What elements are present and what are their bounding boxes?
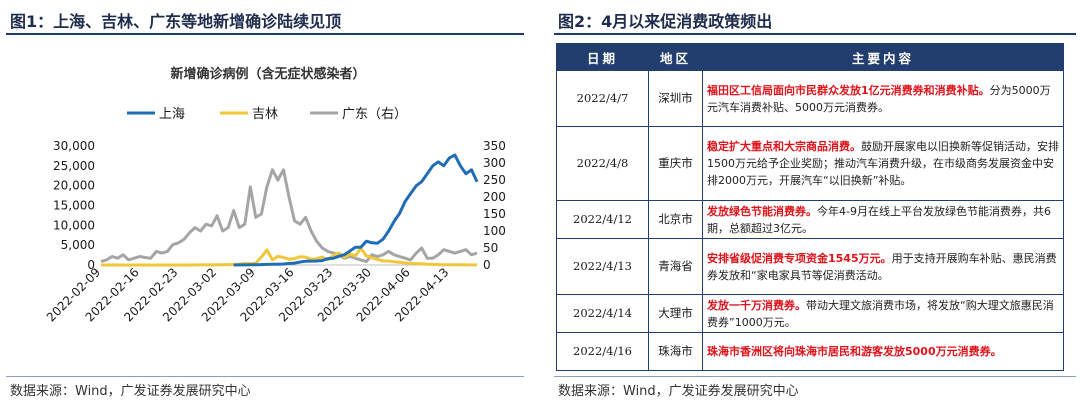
- row-content: 发放绿色节能消费券。今年4-9月在线上平台发放绿色节能消费券，共6期，总额超过3…: [702, 200, 1064, 239]
- row-date: 2022/4/16: [556, 332, 649, 371]
- y-left-tick-label: 15,000: [53, 199, 95, 213]
- table-header-row: 日期 地区 主要内容: [556, 43, 1064, 71]
- header-content: 主要内容: [702, 43, 1064, 71]
- title-rule-left: [6, 33, 524, 35]
- content-highlight: 发放一千万消费券。: [707, 298, 806, 312]
- row-content: 珠海市香洲区将向珠海市居民和游客发放5000万元消费券。: [702, 332, 1064, 371]
- content-text: 用于支持开展购车补贴、惠民消费券发放和“家电家具节等促消费活动。: [707, 251, 1057, 282]
- legend-label-2: 广东（右）: [342, 107, 407, 122]
- y-left-tick-label: 25,000: [53, 159, 95, 173]
- row-content: 安排省级促消费专项资金1545万元。用于支持开展购车补贴、惠民消费券发放和“家电…: [702, 238, 1064, 295]
- source-note-right: 数据来源：Wind，广发证券发展研究中心: [558, 384, 799, 399]
- series-line-0: [233, 153, 479, 267]
- y-right-tick-label: 350: [483, 139, 506, 153]
- row-date: 2022/4/8: [556, 126, 649, 201]
- figure-title-right: 图2：4月以来促消费政策频出: [558, 12, 773, 31]
- table-row: 2022/4/12 北京市 发放绿色节能消费券。今年4-9月在线上平台发放绿色节…: [556, 200, 1064, 239]
- policy-table: 日期 地区 主要内容 2022/4/7 深圳市 福田区工信局面向市民群众发放1亿…: [556, 43, 1064, 371]
- table-row: 2022/4/13 青海省 安排省级促消费专项资金1545万元。用于支持开展购车…: [556, 238, 1064, 295]
- y-right-tick-label: 0: [483, 258, 491, 272]
- row-content: 福田区工信局面向市民群众发放1亿元消费券和消费补贴。分为5000万元汽车消费补贴…: [702, 70, 1064, 127]
- row-content: 发放一千万消费券。带动大理文旅消费市场，将发放“购大理文旅惠民消费券”1000万…: [702, 294, 1064, 333]
- y-right-tick-label: 100: [483, 224, 506, 238]
- table-row: 2022/4/14 大理市 发放一千万消费券。带动大理文旅消费市场，将发放“购大…: [556, 294, 1064, 333]
- y-right-tick-label: 200: [483, 190, 506, 204]
- y-left-tick-label: 20,000: [53, 179, 95, 193]
- y-right-tick-label: 150: [483, 207, 506, 221]
- table-row: 2022/4/16 珠海市 珠海市香洲区将向珠海市居民和游客发放5000万元消费…: [556, 332, 1064, 371]
- table-row: 2022/4/7 深圳市 福田区工信局面向市民群众发放1亿元消费券和消费补贴。分…: [556, 70, 1064, 127]
- row-region: 青海省: [648, 238, 703, 295]
- legend-label-0: 上海: [159, 107, 185, 122]
- table-row: 2022/4/8 重庆市 稳定扩大重点和大宗商品消费。鼓励开展家电以旧换新等促销…: [556, 126, 1064, 201]
- left-panel: 图1：上海、吉林、广东等地新增确诊陆续见顶 新增确诊病例（含无症状感染者） 上海…: [0, 0, 528, 405]
- row-region: 大理市: [648, 294, 703, 333]
- row-region: 重庆市: [648, 126, 703, 201]
- source-note-left: 数据来源：Wind，广发证券发展研究中心: [10, 384, 251, 399]
- row-region: 北京市: [648, 200, 703, 239]
- row-date: 2022/4/13: [556, 238, 649, 295]
- row-region: 珠海市: [648, 332, 703, 371]
- y-right-tick-label: 300: [483, 156, 506, 170]
- legend-label-1: 吉林: [252, 107, 278, 122]
- content-text: 鼓励开展家电以旧换新等促销活动，安排1500万元给予企业奖励；推动汽车消费升级，…: [707, 140, 1059, 187]
- content-text: 今年4-9月在线上平台发放绿色节能消费券，共6期，总额超过3亿元。: [707, 204, 1051, 235]
- chart-legend: 上海 吉林 广东（右）: [127, 107, 407, 122]
- header-date: 日期: [556, 43, 649, 71]
- chart-axes: 0 5,000 10,000 15,000 20,000 25,000 30,000 0 50 1…: [44, 139, 506, 324]
- chart-title: 新增确诊病例（含无症状感染者）: [170, 66, 365, 82]
- content-highlight: 珠海市香洲区将向珠海市居民和游客发放5000万元消费券。: [707, 345, 1002, 358]
- title-rule-right: [554, 33, 1076, 35]
- content-highlight: 福田区工信局面向市民群众发放1亿元消费券和消费补贴。: [707, 83, 990, 97]
- row-date: 2022/4/12: [556, 200, 649, 239]
- y-left-tick-label: 10,000: [53, 218, 95, 232]
- row-content: 稳定扩大重点和大宗商品消费。鼓励开展家电以旧换新等促销活动，安排1500万元给予…: [702, 126, 1064, 201]
- right-panel: 图2：4月以来促消费政策频出 日期 地区 主要内容 2022/4/7 深圳市 福…: [548, 0, 1080, 405]
- source-rule-right: [554, 376, 1076, 377]
- series-line-2: [100, 168, 478, 264]
- content-highlight: 发放绿色节能消费券。: [707, 204, 817, 218]
- header-region: 地区: [648, 43, 703, 71]
- row-region: 深圳市: [648, 70, 703, 127]
- chart-series: [100, 153, 479, 267]
- content-text: 分为5000万元汽车消费补贴、5000万元消费券。: [707, 83, 1051, 114]
- content-highlight: 稳定扩大重点和大宗商品消费。: [707, 140, 861, 153]
- y-left-tick-label: 30,000: [53, 139, 95, 153]
- covid-cases-chart: 新增确诊病例（含无症状感染者） 上海 吉林 广东（右） 0 5,000 10,000 15…: [44, 66, 506, 324]
- row-date: 2022/4/7: [556, 70, 649, 127]
- row-date: 2022/4/14: [556, 294, 649, 333]
- y-right-tick-label: 50: [483, 241, 498, 255]
- source-rule-left: [6, 376, 524, 377]
- y-left-tick-label: 5,000: [61, 238, 95, 252]
- y-left-tick-label: 0: [87, 258, 95, 272]
- figure-title-left: 图1：上海、吉林、广东等地新增确诊陆续见顶: [10, 12, 342, 31]
- y-right-tick-label: 250: [483, 173, 506, 187]
- content-highlight: 安排省级促消费专项资金1545万元。: [707, 251, 892, 265]
- content-text: 带动大理文旅消费市场，将发放“购大理文旅惠民消费券”1000万元。: [707, 298, 1054, 329]
